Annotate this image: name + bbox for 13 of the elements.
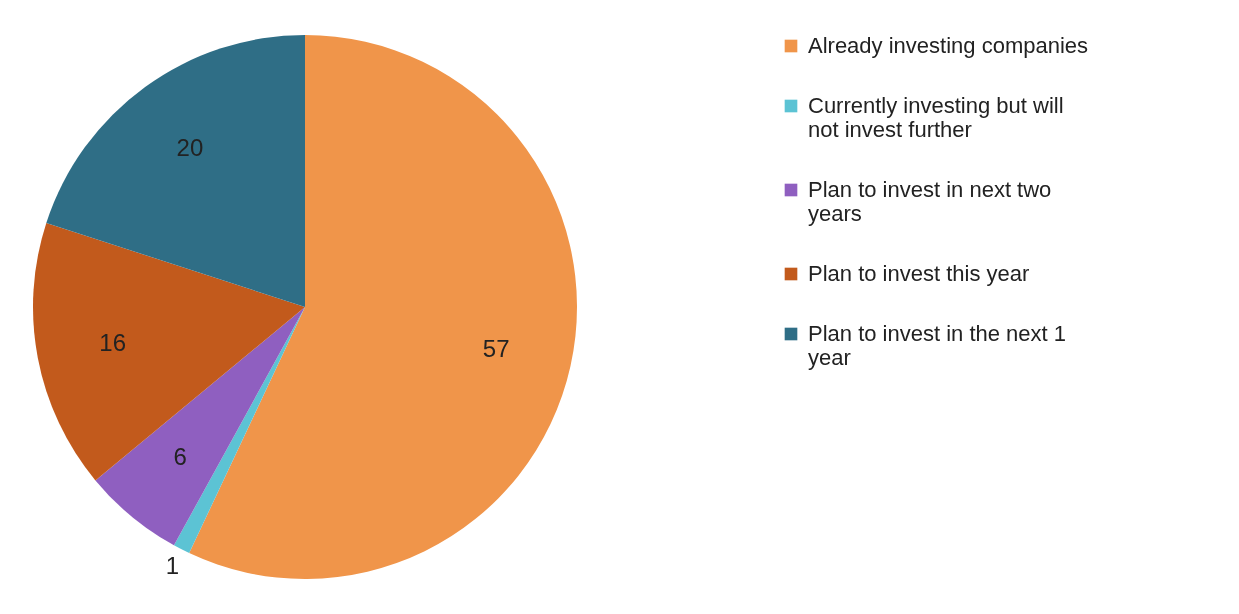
pie-slice <box>46 35 305 307</box>
data-label: 6 <box>173 442 187 470</box>
legend-label: Plan to invest in the next 1 year <box>808 321 1067 370</box>
data-label: 1 <box>165 552 180 580</box>
data-label: 57 <box>482 334 510 362</box>
pie-slice <box>33 222 305 481</box>
legend-label: Currently investing but will not invest further <box>808 93 1064 142</box>
legend-label: Plan to invest in next two years <box>808 177 1052 226</box>
legend-label: Already investing companies <box>808 33 1089 58</box>
legend-label: Plan to invest this year <box>808 261 1030 286</box>
pie-slice <box>95 307 305 546</box>
data-label: 20 <box>176 133 204 161</box>
data-label: 16 <box>99 328 126 356</box>
